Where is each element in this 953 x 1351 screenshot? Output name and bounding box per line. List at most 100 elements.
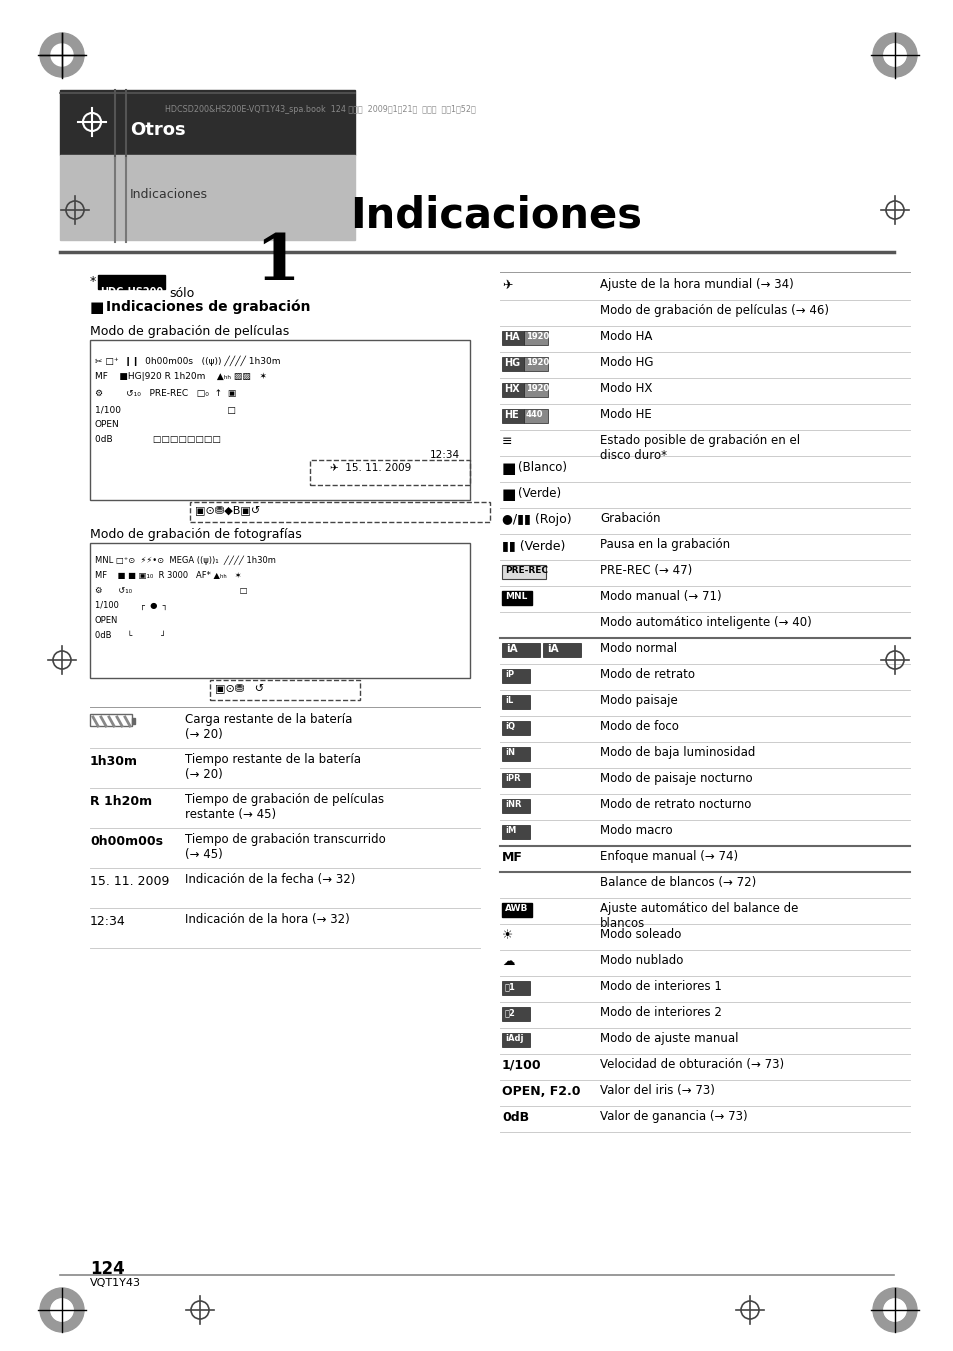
Bar [501,331,523,345]
Text: ■: ■ [90,300,104,315]
Text: ✂ □⁺  ❙❙  0h00m00s   ((ψ)) ╱╱╱╱ 1h30m: ✂ □⁺ ❙❙ 0h00m00s ((ψ)) ╱╱╱╱ 1h30m [95,355,280,366]
Text: Indicaciones de grabación: Indicaciones de grabación [106,300,310,315]
Text: MNL □⁺⊙  ⚡⚡•⊙  MEGA ((ψ))₁  ╱╱╱╱ 1h30m: MNL □⁺⊙ ⚡⚡•⊙ MEGA ((ψ))₁ ╱╱╱╱ 1h30m [95,557,275,566]
Text: Modo HE: Modo HE [599,408,651,422]
Bar [501,1034,530,1047]
Text: ☀: ☀ [501,929,513,942]
Text: Modo de grabación de fotografías: Modo de grabación de fotografías [90,528,301,540]
Bar [501,981,530,994]
Bar [501,721,530,735]
Bar [501,409,523,423]
Text: HE: HE [503,409,518,420]
Text: 15. 11. 2009: 15. 11. 2009 [90,875,170,888]
Bar [501,747,530,761]
Text: HX: HX [503,384,519,394]
Bar [501,590,532,605]
Text: 0dB: 0dB [501,1111,529,1124]
Text: ≡: ≡ [501,435,512,449]
Bar [523,382,547,397]
Text: 1920: 1920 [525,384,549,393]
Text: (Blanco): (Blanco) [517,461,566,474]
Bar [90,543,470,678]
Text: Modo macro: Modo macro [599,824,672,838]
Text: PRE-REC: PRE-REC [504,566,547,576]
Bar [210,680,359,700]
Text: HDC-HS200: HDC-HS200 [100,286,163,297]
Text: Modo manual (→ 71): Modo manual (→ 71) [599,590,720,603]
Text: (Verde): (Verde) [517,486,560,500]
Bar [523,357,547,372]
Bar [501,773,530,788]
Text: ☁: ☁ [501,955,514,969]
Bar [501,669,530,684]
Text: Grabación: Grabación [599,512,659,526]
Circle shape [872,32,916,77]
Text: Otros: Otros [130,122,186,139]
Bar [501,694,530,709]
Text: ▣⊙⛃   ↺: ▣⊙⛃ ↺ [214,684,264,693]
Text: Modo HX: Modo HX [599,382,652,394]
Text: iL: iL [504,696,513,705]
Text: iA: iA [546,644,558,654]
Text: iA: iA [505,644,517,654]
Circle shape [883,1300,905,1321]
Text: ⛺1: ⛺1 [504,982,516,992]
Text: 1920: 1920 [525,332,549,340]
Text: Tiempo restante de la batería
(→ 20): Tiempo restante de la batería (→ 20) [185,753,360,781]
Text: iP: iP [504,670,514,680]
Text: ■: ■ [501,486,516,503]
Text: Indicaciones: Indicaciones [130,189,208,201]
Text: 12:34: 12:34 [430,450,459,459]
Circle shape [51,45,73,66]
Text: 0dB      └           ┘: 0dB └ ┘ [95,631,166,640]
Text: Valor del iris (→ 73): Valor del iris (→ 73) [599,1084,714,1097]
Text: HG: HG [503,358,519,367]
Bar [542,643,580,657]
Bar [523,409,547,423]
Text: Tiempo de grabación transcurrido
(→ 45): Tiempo de grabación transcurrido (→ 45) [185,834,385,861]
Circle shape [51,1300,73,1321]
Text: MNL: MNL [504,592,527,601]
Text: 12:34: 12:34 [90,915,126,928]
Text: ▮▮ (Verde): ▮▮ (Verde) [501,539,565,553]
Text: Modo de paisaje nocturno: Modo de paisaje nocturno [599,771,752,785]
Text: iAdj: iAdj [504,1034,523,1043]
Circle shape [40,1288,84,1332]
Text: iQ: iQ [504,721,515,731]
Text: 1/100: 1/100 [501,1059,541,1071]
Bar [501,382,523,397]
Text: MF: MF [501,851,522,865]
Text: Indicación de la hora (→ 32): Indicación de la hora (→ 32) [185,913,350,925]
Circle shape [872,1288,916,1332]
Text: HA: HA [503,332,519,342]
Text: ▣⊙⛃◆B▣↺: ▣⊙⛃◆B▣↺ [194,505,260,515]
Text: Modo de retrato nocturno: Modo de retrato nocturno [599,798,751,811]
Text: Indicación de la fecha (→ 32): Indicación de la fecha (→ 32) [185,873,355,886]
Text: OPEN: OPEN [95,420,120,430]
Text: 1/100                                     □: 1/100 □ [95,407,235,415]
Text: iPR: iPR [504,774,520,784]
Text: Valor de ganancia (→ 73): Valor de ganancia (→ 73) [599,1111,747,1123]
Bar [60,155,355,240]
Bar [501,643,539,657]
Text: 1/100        ┌  ●  ┐: 1/100 ┌ ● ┐ [95,601,168,611]
Text: 124: 124 [90,1260,125,1278]
Text: Modo soleado: Modo soleado [599,928,680,942]
Text: Estado posible de grabación en el
disco duro*: Estado posible de grabación en el disco … [599,434,800,462]
Text: ■: ■ [501,461,516,476]
Text: Modo nublado: Modo nublado [599,954,682,967]
Text: Modo de foco: Modo de foco [599,720,679,734]
Text: ⚙        ↺₁₀   PRE-REC   □₀  ↑  ▣: ⚙ ↺₁₀ PRE-REC □₀ ↑ ▣ [95,389,236,399]
Text: 1920: 1920 [525,358,549,367]
Circle shape [883,45,905,66]
Bar [501,825,530,839]
Text: Modo HA: Modo HA [599,330,652,343]
Text: PRE-REC (→ 47): PRE-REC (→ 47) [599,563,692,577]
Bar [501,902,532,917]
Bar [501,1006,530,1021]
Bar [310,459,470,485]
Text: Indicaciones: Indicaciones [350,195,641,236]
Text: sólo: sólo [169,286,194,300]
Text: Pausa en la grabación: Pausa en la grabación [599,538,729,551]
Text: ✈  15. 11. 2009: ✈ 15. 11. 2009 [330,463,411,473]
